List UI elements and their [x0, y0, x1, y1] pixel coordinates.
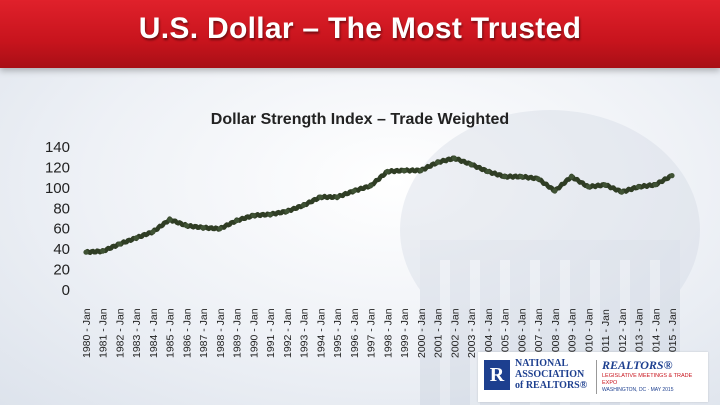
data-point	[100, 248, 106, 254]
data-point	[468, 161, 474, 167]
x-tick-label: 1999 - Jan	[399, 308, 411, 358]
data-point	[284, 208, 290, 214]
x-tick-label: 2004 - Jan	[483, 308, 495, 358]
x-tick-label: 2001 - Jan	[433, 308, 445, 358]
data-point	[518, 174, 524, 180]
x-tick-label: 2009 - Jan	[567, 308, 579, 358]
x-tick-label: 2002 - Jan	[449, 308, 461, 358]
y-tick-label: 80	[53, 200, 70, 217]
x-tick-label: 1991 - Jan	[265, 308, 277, 358]
data-point	[150, 229, 156, 235]
data-point	[485, 168, 491, 175]
data-point	[568, 174, 575, 180]
data-point	[334, 194, 340, 200]
y-tick-label: 40	[53, 241, 70, 258]
data-point	[167, 216, 173, 223]
x-tick-label: 1998 - Jan	[382, 308, 394, 358]
x-tick-label: 1986 - Jan	[181, 308, 193, 358]
x-tick-label: 1981 - Jan	[98, 308, 110, 358]
y-tick-label: 140	[45, 139, 70, 156]
x-tick-label: 2006 - Jan	[516, 308, 528, 358]
x-tick-label: 1980 - Jan	[81, 308, 93, 358]
x-tick-label: 1990 - Jan	[248, 308, 260, 358]
data-point	[351, 188, 357, 194]
legis-line1: LEGISLATIVE MEETINGS & TRADE EXPO	[602, 373, 693, 386]
data-point	[552, 188, 558, 194]
dollar-strength-chart: Dollar Strength Index – Trade Weighted 0 2…	[45, 111, 679, 358]
x-tick-label: 1983 - Jan	[131, 308, 143, 358]
x-tick-label: 2014 - Jan	[650, 308, 662, 358]
logo-panel: R NATIONAL ASSOCIATION of REALTORS® REAL…	[478, 352, 708, 402]
data-point	[585, 184, 591, 190]
x-tick-label: 2012 - Jan	[617, 308, 629, 358]
legis-brand: REALTORS®	[602, 358, 673, 372]
data-point	[669, 173, 675, 179]
data-point	[116, 241, 123, 247]
data-point	[250, 212, 257, 219]
series-line	[83, 155, 675, 256]
chart-title: Dollar Strength Index – Trade Weighted	[211, 111, 509, 128]
data-point	[267, 211, 273, 218]
data-point	[384, 168, 390, 175]
y-tick-label: 100	[45, 180, 70, 197]
x-tick-label: 1982 - Jan	[114, 308, 126, 358]
capitol-watermark	[400, 110, 700, 405]
data-point	[652, 182, 658, 188]
x-tick-label: 1987 - Jan	[198, 308, 210, 358]
data-point	[301, 202, 307, 208]
y-tick-label: 0	[62, 282, 70, 299]
x-tick-label: 1993 - Jan	[299, 308, 311, 358]
data-point	[535, 176, 541, 182]
x-tick-label: 1985 - Jan	[165, 308, 177, 358]
legis-line2: WASHINGTON, DC · MAY 2015	[602, 387, 674, 393]
x-tick-label: 2015 - Jan	[667, 308, 679, 358]
data-point	[619, 189, 625, 195]
x-tick-label: 1997 - Jan	[366, 308, 378, 358]
data-point	[217, 226, 223, 232]
x-tick-label: 1995 - Jan	[332, 308, 344, 358]
x-tick-label: 1992 - Jan	[282, 308, 294, 358]
data-point	[501, 174, 508, 180]
y-tick-label: 20	[53, 262, 70, 279]
data-point	[83, 249, 89, 255]
data-point	[234, 217, 240, 224]
x-tick-label: 2008 - Jan	[550, 308, 562, 358]
data-point	[368, 183, 374, 189]
data-point	[451, 155, 457, 161]
data-point	[200, 225, 206, 231]
x-tick-label: 1988 - Jan	[215, 308, 227, 358]
x-tick-label: 1996 - Jan	[349, 308, 361, 358]
x-tick-label: 2000 - Jan	[416, 308, 428, 358]
logo-divider	[596, 360, 597, 394]
x-tick-label: 1994 - Jan	[315, 308, 327, 358]
data-point	[435, 159, 441, 165]
y-tick-label: 60	[53, 221, 70, 238]
data-point	[183, 223, 190, 229]
data-point	[418, 167, 424, 174]
x-tick-label: 1989 - Jan	[232, 308, 244, 358]
x-tick-label: 2010 - Jan	[583, 308, 595, 358]
data-point	[602, 182, 608, 188]
data-point	[401, 167, 407, 174]
realtor-r-logo: R	[484, 360, 510, 390]
nar-logo-text: NATIONAL ASSOCIATION of REALTORS®	[515, 358, 588, 391]
x-tick-label: 2011 - Jan	[600, 309, 612, 358]
x-tick-label: 1984 - Jan	[148, 308, 160, 358]
x-tick-label: 2005 - Jan	[500, 308, 512, 358]
y-tick-label: 120	[45, 159, 70, 176]
x-tick-label: 2003 - Jan	[466, 308, 478, 358]
legislative-meetings-logo: REALTORS® LEGISLATIVE MEETINGS & TRADE E…	[602, 358, 704, 398]
data-point	[635, 184, 642, 190]
slide-title: U.S. Dollar – The Most Trusted	[138, 12, 582, 45]
x-tick-label: 2007 - Jan	[533, 308, 545, 358]
title-banner: U.S. Dollar – The Most Trusted	[0, 0, 720, 68]
x-tick-label: 2013 - Jan	[634, 308, 646, 358]
data-point	[133, 235, 139, 241]
data-point	[317, 194, 323, 200]
